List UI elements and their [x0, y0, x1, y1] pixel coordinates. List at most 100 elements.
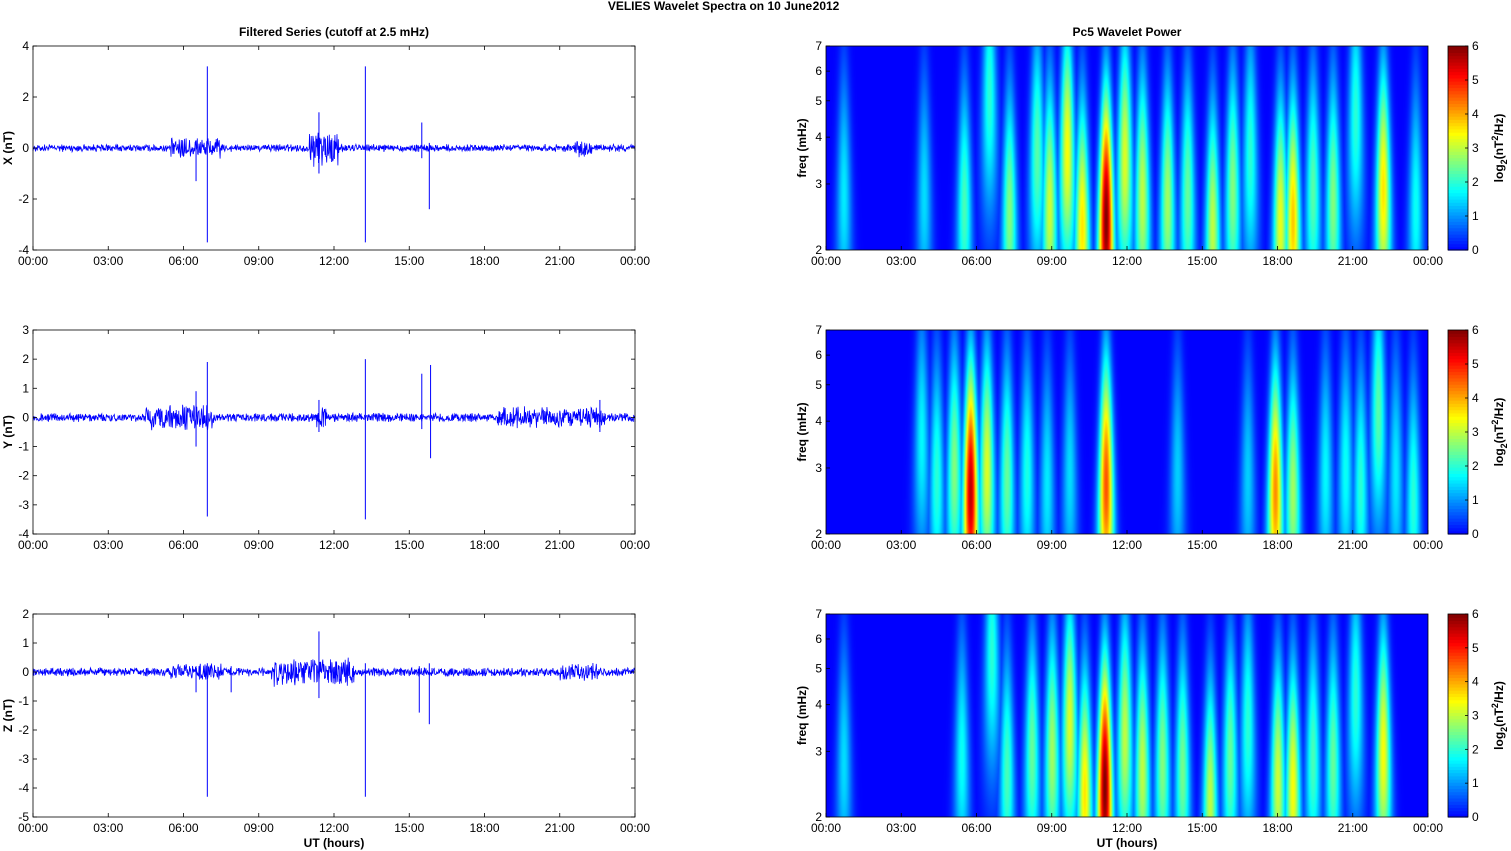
colorbar-tick-label: 6	[1472, 39, 1479, 53]
y-tick-label: -4	[18, 781, 29, 795]
colorbar-segment	[1448, 655, 1468, 660]
colorbar-segment	[1448, 237, 1468, 242]
x-tick-label: 00:00	[18, 821, 48, 835]
colorbar-segment	[1448, 664, 1468, 669]
colorbar-segment	[1448, 759, 1468, 764]
right-column-title: Pc5 Wavelet Power	[1073, 25, 1182, 39]
series-panel-z: -5 -4 -3 -2 -1 0 1 2 00:00 03:00 06:00 09:00 12:00 15…	[1, 607, 650, 835]
colorbar-segment	[1448, 81, 1468, 85]
y-tick-label: 2	[815, 810, 822, 824]
colorbar-segment	[1448, 438, 1468, 443]
colorbar-segment	[1448, 479, 1468, 484]
x-tick-label: 03:00	[886, 538, 916, 552]
x-tick-label: 00:00	[620, 254, 650, 268]
colorbar-segment	[1448, 61, 1468, 66]
colorbar-segment	[1448, 614, 1468, 618]
colorbar-segment	[1448, 148, 1468, 152]
colorbar-segment	[1448, 132, 1468, 136]
colorbar-segment	[1448, 772, 1468, 777]
colorbar-tick-label: 3	[1472, 141, 1479, 155]
wavelet-power-map	[826, 614, 1428, 817]
y-tick-label: 3	[22, 323, 29, 337]
colorbar-segment	[1448, 377, 1468, 382]
colorbar-segment	[1448, 661, 1468, 666]
colorbar-segment	[1448, 454, 1468, 459]
colorbar-segment	[1448, 381, 1468, 385]
colorbar: 0 1 2 3 4 5 6 log2(nT2/Hz)	[1447, 607, 1509, 824]
colorbar-segment	[1448, 100, 1468, 104]
x-tick-label: 15:00	[1187, 821, 1217, 835]
right-xlabel: UT (hours)	[1097, 836, 1158, 850]
colorbar-segment	[1448, 428, 1468, 433]
y-axis-label: X (nT)	[1, 131, 15, 165]
x-tick-label: 00:00	[18, 538, 48, 552]
colorbar-segment	[1448, 243, 1468, 248]
colorbar-segment	[1448, 71, 1468, 76]
x-tick-label: 21:00	[545, 254, 575, 268]
colorbar-segment	[1448, 46, 1468, 50]
colorbar-tick-label: 3	[1472, 425, 1479, 439]
colorbar-segment	[1448, 218, 1468, 222]
colorbar-segment	[1448, 112, 1468, 117]
colorbar-segment	[1448, 416, 1468, 420]
colorbar-segment	[1448, 221, 1468, 226]
y-tick-label: -4	[18, 243, 29, 257]
colorbar-segment	[1448, 154, 1468, 159]
colorbar-segment	[1448, 55, 1468, 60]
colorbar-segment	[1448, 782, 1468, 786]
y-tick-label: -2	[18, 469, 29, 483]
y-tick-label: -1	[18, 694, 29, 708]
colorbar-segment	[1448, 144, 1468, 149]
colorbar-segment	[1448, 361, 1468, 366]
colorbar-segment	[1448, 778, 1468, 783]
colorbar-segment	[1448, 125, 1468, 130]
colorbar: 0 1 2 3 4 5 6 log2(nT2/Hz)	[1447, 39, 1509, 257]
colorbar-segment	[1448, 224, 1468, 229]
colorbar-label: log2(nT2/Hz)	[1490, 398, 1509, 467]
colorbar-segment	[1448, 807, 1468, 812]
trace-line	[32, 132, 636, 167]
x-tick-label: 03:00	[886, 821, 916, 835]
colorbar-segment	[1448, 524, 1468, 529]
y-tick-label: 6	[815, 348, 822, 362]
colorbar-segment	[1448, 403, 1468, 408]
wavelet-power-map	[826, 46, 1428, 250]
colorbar-tick-label: 2	[1472, 175, 1479, 189]
colorbar-segment	[1448, 409, 1468, 414]
x-tick-label: 15:00	[1187, 254, 1217, 268]
colorbar-segment	[1448, 333, 1468, 337]
colorbar-segment	[1448, 813, 1468, 818]
wavelet-panel-x: 2 3 4 5 6 7 00:00 03:00 06:00 09:00 12:00 15:00 18:0…	[795, 39, 1509, 268]
x-tick-label: 21:00	[545, 821, 575, 835]
colorbar-segment	[1448, 508, 1468, 513]
colorbar-segment	[1448, 390, 1468, 395]
colorbar-segment	[1448, 750, 1468, 755]
x-tick-label: 09:00	[244, 254, 274, 268]
colorbar-segment	[1448, 199, 1468, 203]
colorbar-segment	[1448, 511, 1468, 516]
colorbar-segment	[1448, 483, 1468, 487]
colorbar-segment	[1448, 208, 1468, 213]
colorbar-segment	[1448, 693, 1468, 698]
y-tick-label: -2	[18, 192, 29, 206]
colorbar-segment	[1448, 214, 1468, 219]
colorbar-segment	[1448, 801, 1468, 805]
y-tick-label: 2	[22, 352, 29, 366]
colorbar-segment	[1448, 489, 1468, 494]
colorbar-segment	[1448, 495, 1468, 500]
x-tick-label: 12:00	[1112, 254, 1142, 268]
x-tick-label: 03:00	[93, 538, 123, 552]
wavelet-panel-y: 2 3 4 5 6 7 00:00 03:00 06:00 09:00 12:00 15:00 18:0…	[795, 323, 1509, 552]
colorbar-tick-label: 2	[1472, 742, 1479, 756]
y-tick-label: 7	[815, 39, 822, 53]
colorbar-segment	[1448, 652, 1468, 656]
y-tick-label: -3	[18, 498, 29, 512]
x-tick-label: 15:00	[394, 538, 424, 552]
colorbar-segment	[1448, 84, 1468, 89]
colorbar-segment	[1448, 345, 1468, 350]
colorbar-segment	[1448, 514, 1468, 519]
left-column-title: Filtered Series (cutoff at 2.5 mHz)	[239, 25, 429, 39]
y-tick-label: 4	[22, 39, 29, 53]
colorbar-tick-label: 0	[1472, 527, 1479, 541]
colorbar-segment	[1448, 74, 1468, 79]
